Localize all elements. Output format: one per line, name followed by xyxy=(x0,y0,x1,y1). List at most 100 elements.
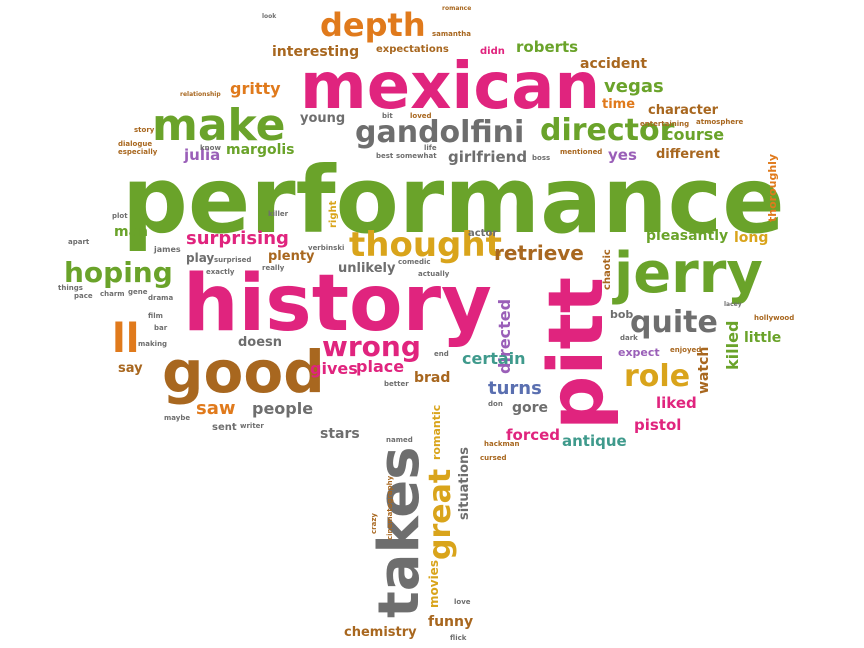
word-chemistry: chemistry xyxy=(344,625,417,640)
word-ll: ll xyxy=(112,316,139,362)
word-thought: thought xyxy=(349,225,502,265)
word-accident: accident xyxy=(580,56,647,72)
word-performance: performance xyxy=(122,147,785,254)
word-young: young xyxy=(300,111,345,126)
word-drama: drama xyxy=(148,294,173,302)
word-role: role xyxy=(624,359,690,394)
word-different: different xyxy=(656,147,720,162)
word-relationship: relationship xyxy=(180,91,221,98)
word-really: really xyxy=(262,264,285,272)
word-play: play xyxy=(186,251,214,265)
word-bit: bit xyxy=(382,112,393,120)
word-killed: killed xyxy=(723,321,742,370)
word-stars: stars xyxy=(320,426,360,442)
word-people: people xyxy=(252,399,313,418)
word-pitt: pitt xyxy=(531,277,620,430)
word-margolis: margolis xyxy=(226,142,295,158)
word-samantha: samantha xyxy=(432,30,471,38)
word-somewhat: somewhat xyxy=(396,152,437,160)
word-hoping: hoping xyxy=(64,256,173,289)
word-gore: gore xyxy=(512,400,548,416)
word-hollywood: hollywood xyxy=(754,314,794,322)
word-atmosphere: atmosphere xyxy=(696,118,744,126)
word-make: make xyxy=(152,100,285,151)
word-right: right xyxy=(328,200,339,228)
word-plenty: plenty xyxy=(268,249,315,264)
word-charm: charm xyxy=(100,290,125,298)
word-sent: sent xyxy=(212,422,237,433)
word-yes: yes xyxy=(608,146,637,164)
word-depth: depth xyxy=(320,6,426,44)
word-chaotic: chaotic xyxy=(602,249,613,290)
word-flick: flick xyxy=(450,634,467,642)
word-especially: especially xyxy=(118,148,158,156)
word-course: course xyxy=(664,125,724,144)
word-look: look xyxy=(262,13,277,20)
word-enjoyed: enjoyed xyxy=(670,346,701,354)
word-gives: gives xyxy=(310,359,358,378)
word-lacey: lacey xyxy=(724,301,742,308)
word-watch: watch xyxy=(696,347,712,394)
word-expectations: expectations xyxy=(376,44,449,55)
word-antique: antique xyxy=(562,432,627,450)
word-thoroughly: thoroughly xyxy=(766,154,779,222)
word-long: long xyxy=(734,230,768,246)
word-comedic: comedic xyxy=(398,258,431,266)
word-certain: certain xyxy=(462,349,526,368)
word-doesn: doesn xyxy=(238,335,282,350)
word-loved: loved xyxy=(410,112,432,120)
word-little: little xyxy=(744,330,781,346)
word-plot: plot xyxy=(112,212,128,220)
word-film: film xyxy=(148,312,163,320)
word-jerry: jerry xyxy=(612,241,763,306)
word-dark: dark xyxy=(620,334,638,342)
word-pace: pace xyxy=(74,292,93,300)
word-writer: writer xyxy=(240,422,264,430)
word-love: love xyxy=(454,598,471,606)
word-turns: turns xyxy=(488,378,542,399)
word-good: good xyxy=(162,338,325,406)
word-boss: boss xyxy=(532,154,550,162)
word-funny: funny xyxy=(428,614,473,630)
word-pistol: pistol xyxy=(634,416,681,434)
word-takes: takes xyxy=(367,446,432,618)
word-man: man xyxy=(114,224,148,240)
word-don: don xyxy=(488,400,503,408)
word-exactly: exactly xyxy=(206,268,235,276)
word-didn: didn xyxy=(480,46,505,57)
word-crazy: crazy xyxy=(370,513,378,534)
word-gandolfini: gandolfini xyxy=(355,115,524,150)
word-situations: situations xyxy=(457,447,472,520)
word-romance: romance xyxy=(442,5,471,12)
word-best: best xyxy=(376,152,394,160)
word-julia: julia xyxy=(183,146,220,164)
word-interesting: interesting xyxy=(272,44,359,60)
word-saw: saw xyxy=(196,398,236,419)
word-bar: bar xyxy=(154,324,168,332)
word-actually: actually xyxy=(418,270,450,278)
word-surprised: surprised xyxy=(214,256,251,264)
word-gritty: gritty xyxy=(230,79,281,98)
word-say: say xyxy=(118,361,143,376)
word-pleasantly: pleasantly xyxy=(646,228,728,244)
word-roberts: roberts xyxy=(516,38,578,56)
word-unlikely: unlikely xyxy=(338,261,396,276)
word-movies: movies xyxy=(427,560,441,608)
word-surprising: surprising xyxy=(186,228,289,249)
word-quite: quite xyxy=(630,305,718,340)
word-named: named xyxy=(386,436,413,444)
word-making: making xyxy=(138,340,167,348)
word-apart: apart xyxy=(68,238,90,246)
word-character: character xyxy=(648,103,719,118)
word-things: things xyxy=(58,284,83,292)
word-bob: bob xyxy=(610,308,633,321)
word-brad: brad xyxy=(414,370,450,386)
word-hackman: hackman xyxy=(484,440,520,448)
word-actor: actor xyxy=(468,228,497,239)
word-better: better xyxy=(384,380,409,388)
word-liked: liked xyxy=(656,394,697,412)
word-wrong: wrong xyxy=(322,330,421,363)
word-gene: gene xyxy=(128,288,148,296)
word-director: director xyxy=(540,113,675,148)
